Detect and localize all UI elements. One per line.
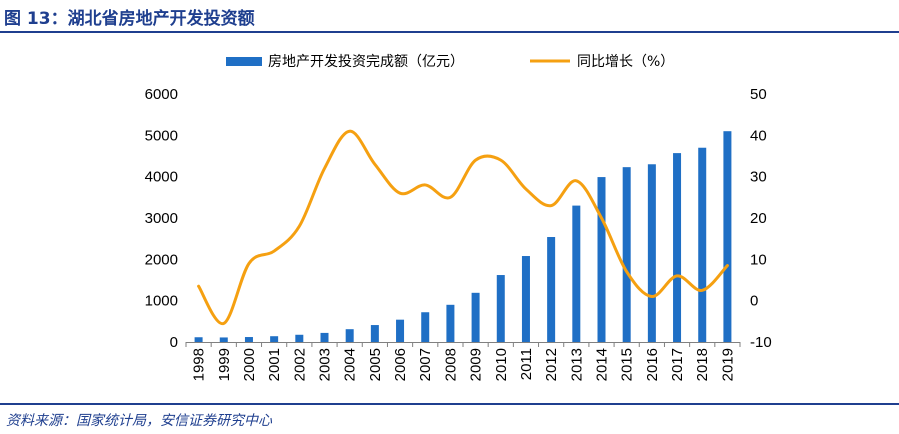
x-axis-tick-label: 2007 (417, 348, 434, 381)
right-axis-tick-label: 30 (750, 169, 767, 186)
x-axis-tick-label: 2000 (241, 348, 258, 381)
bar (622, 167, 631, 342)
x-axis-tick-label: 1998 (191, 348, 208, 381)
left-axis-tick-label: 1000 (145, 293, 178, 310)
right-axis-tick-label: 10 (750, 251, 767, 268)
right-axis-tick-label: 0 (750, 293, 758, 310)
left-axis-tick-label: 0 (170, 334, 178, 351)
bar (572, 205, 581, 342)
x-axis-tick-label: 2014 (594, 348, 611, 381)
top-rule (0, 31, 899, 33)
bar (345, 329, 354, 342)
bar (723, 131, 732, 342)
bar (673, 153, 682, 342)
legend: 房地产开发投资完成额（亿元） 同比增长（%） (226, 54, 674, 70)
x-axis-tick-label: 1999 (216, 348, 233, 381)
x-axis-ticks (185, 342, 741, 347)
left-axis-tick-label: 4000 (145, 169, 178, 186)
right-axis-tick-label: 20 (750, 210, 767, 227)
x-axis-tick-label: 2004 (342, 348, 359, 381)
bar (295, 334, 304, 342)
x-axis-tick-label: 2010 (493, 348, 510, 381)
bar (396, 319, 405, 342)
bottom-rule (0, 403, 899, 405)
x-axis-tick-label: 2005 (367, 348, 384, 381)
growth-line-series (197, 129, 729, 325)
source-note: 资料来源：国家统计局，安信证券研究中心 (6, 413, 272, 429)
bar-series (194, 131, 732, 342)
bar (194, 337, 203, 342)
bar (370, 325, 379, 342)
x-axis-tick-label: 2009 (468, 348, 485, 381)
bar (698, 147, 707, 342)
left-axis-tick-label: 6000 (145, 86, 178, 103)
bar (244, 337, 253, 342)
x-axis-tick-label: 2012 (543, 348, 560, 381)
bar (547, 237, 556, 342)
figure-title: 图 13：湖北省房地产开发投资额 (4, 9, 255, 29)
bar (320, 332, 329, 342)
bar (521, 256, 530, 342)
right-axis: -10 0 10 20 30 40 50 (750, 86, 772, 351)
x-axis-tick-label: 2019 (719, 348, 736, 381)
x-axis-tick-label: 2006 (392, 348, 409, 381)
x-axis-tick-label: 2015 (619, 348, 636, 381)
right-axis-tick-label: -10 (750, 334, 772, 351)
legend-bar-label: 房地产开发投资完成额（亿元） (268, 54, 464, 70)
x-axis-tick-label: 2001 (266, 348, 283, 381)
x-axis-tick-label: 2011 (518, 348, 535, 380)
x-axis-tick-label: 2003 (317, 348, 334, 381)
x-axis-tick-label: 2016 (644, 348, 661, 381)
x-axis-tick-label: 2018 (694, 348, 711, 381)
bar (421, 312, 430, 342)
left-axis-tick-label: 5000 (145, 127, 178, 144)
bar (597, 177, 606, 342)
right-axis-tick-label: 50 (750, 86, 767, 103)
legend-bar-swatch (226, 57, 262, 66)
x-axis-tick-label: 2017 (669, 348, 686, 381)
bar (496, 275, 505, 342)
x-axis-tick-label: 2013 (568, 348, 585, 381)
left-axis-tick-label: 2000 (145, 251, 178, 268)
legend-line-label: 同比增长（%） (577, 54, 674, 70)
bar (471, 292, 480, 342)
bar (270, 336, 279, 342)
left-axis-tick-label: 3000 (145, 210, 178, 227)
x-axis-tick-label: 2008 (442, 348, 459, 381)
bar (219, 337, 228, 342)
left-axis: 0 1000 2000 3000 4000 5000 6000 (145, 86, 178, 351)
x-axis-labels: 1998 1999 2000 2001 2002 2003 2004 2005 2006 2007… (191, 348, 737, 381)
bar (647, 164, 656, 342)
right-axis-tick-label: 40 (750, 127, 767, 144)
x-axis-tick-label: 2002 (291, 348, 308, 381)
bar (446, 304, 455, 342)
